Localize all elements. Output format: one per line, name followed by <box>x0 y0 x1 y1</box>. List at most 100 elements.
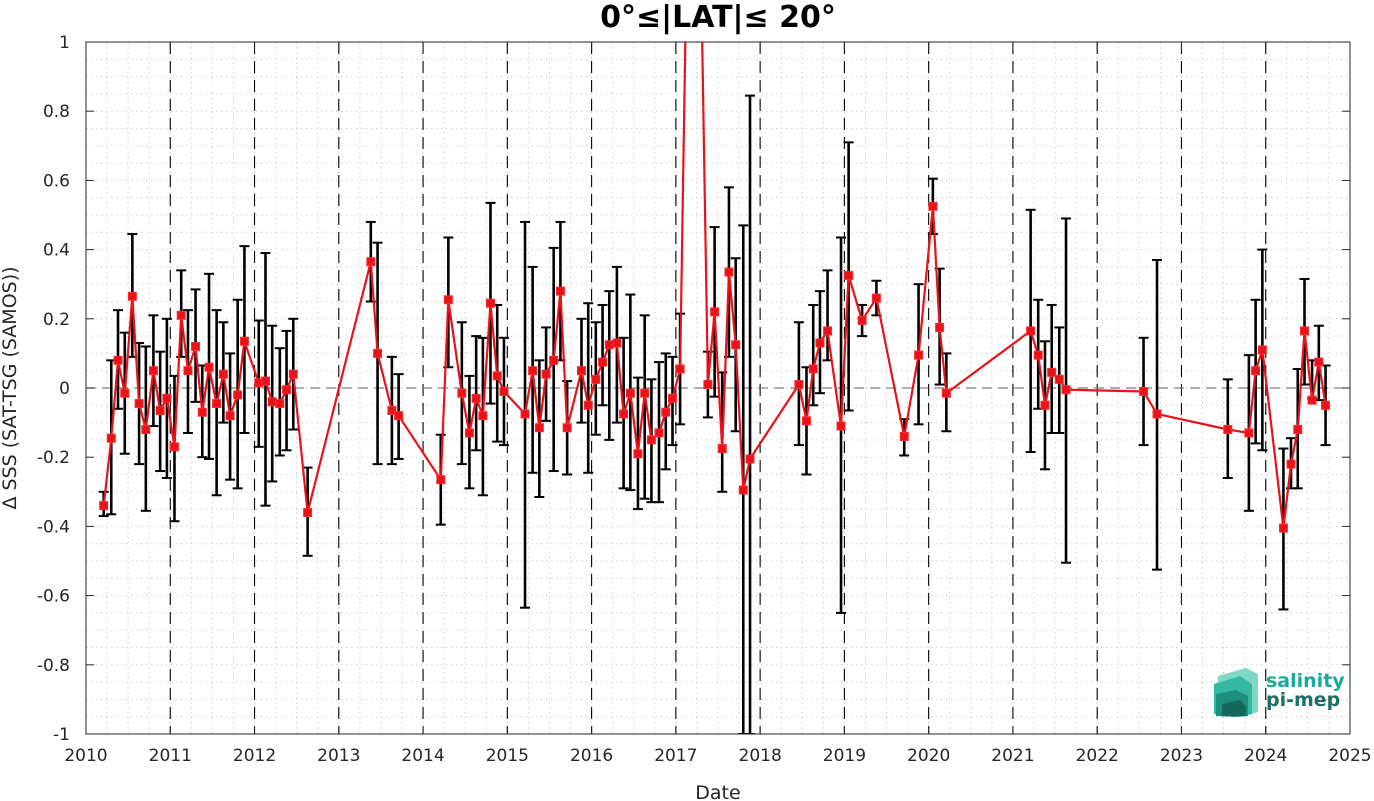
data-point-marker <box>710 307 720 317</box>
data-point-marker <box>1033 350 1043 360</box>
data-point-marker <box>1286 459 1296 469</box>
y-tick-label: -0.4 <box>37 517 70 537</box>
data-point-marker <box>471 393 481 403</box>
y-tick-label: 0.6 <box>43 171 70 191</box>
data-point-marker <box>394 411 404 421</box>
x-tick-labels: 2010 2011 2012 2013 2014 2015 2016 2017 2018 2019… <box>64 746 1371 766</box>
data-point-marker <box>928 201 938 211</box>
y-tick-label: 0.8 <box>43 102 70 122</box>
data-point-marker <box>155 405 165 415</box>
data-point-marker <box>914 350 924 360</box>
data-point-marker <box>1321 400 1331 410</box>
data-point-marker <box>667 393 677 403</box>
data-point-marker <box>176 310 186 320</box>
data-point-marker <box>598 357 608 367</box>
x-tick-label: 2018 <box>739 746 782 766</box>
x-tick-label: 2021 <box>991 746 1034 766</box>
data-point-marker <box>169 442 179 452</box>
data-point-marker <box>1047 367 1057 377</box>
data-point-marker <box>436 475 446 485</box>
y-tick-label: 0.4 <box>43 241 70 261</box>
data-point-marker <box>528 366 538 376</box>
data-point-marker <box>373 348 383 358</box>
data-point-marker <box>1278 523 1288 533</box>
data-point-marker <box>520 409 530 419</box>
x-axis-label: Date <box>695 782 740 801</box>
logo-text-salinity: salinity <box>1266 670 1345 692</box>
x-tick-label: 2022 <box>1076 746 1119 766</box>
x-tick-label: 2012 <box>233 746 276 766</box>
data-point-marker <box>212 399 222 409</box>
data-point-marker <box>457 388 467 398</box>
data-point-marker <box>640 388 650 398</box>
data-point-marker <box>464 428 474 438</box>
y-tick-label: -0.2 <box>37 448 70 468</box>
data-point-marker <box>204 362 214 372</box>
data-point-marker <box>282 385 292 395</box>
data-point-marker <box>233 390 243 400</box>
data-point-marker <box>857 316 867 326</box>
data-point-marker <box>478 411 488 421</box>
y-tick-label: -0.6 <box>37 587 70 607</box>
y-tick-label: -0.8 <box>37 656 70 676</box>
x-tick-label: 2010 <box>64 746 107 766</box>
data-point-marker <box>1257 345 1267 355</box>
salinity-pi-mep-logo: salinity pi-mep <box>1214 668 1345 717</box>
data-point-marker <box>738 485 748 495</box>
x-tick-label: 2013 <box>317 746 360 766</box>
x-tick-label: 2014 <box>401 746 444 766</box>
data-point-marker <box>801 416 811 426</box>
x-tick-label: 2019 <box>823 746 866 766</box>
data-point-marker <box>703 380 713 390</box>
y-tick-label: 0 <box>59 379 70 399</box>
data-point-marker <box>794 380 804 390</box>
data-point-marker <box>555 286 565 296</box>
data-point-marker <box>633 449 643 459</box>
data-point-marker <box>724 267 734 277</box>
x-tick-label: 2023 <box>1160 746 1203 766</box>
data-point-marker <box>576 366 586 376</box>
data-point-marker <box>899 431 909 441</box>
data-point-marker <box>612 338 622 348</box>
x-tick-label: 2025 <box>1328 746 1371 766</box>
y-tick-labels: -1 -0.8 -0.6 -0.4 -0.2 0 0.2 0.4 0.6 0.8 1 <box>37 33 70 745</box>
data-point-marker <box>534 423 544 433</box>
data-point-marker <box>141 425 151 435</box>
data-point-marker <box>745 454 755 464</box>
data-point-marker <box>288 369 298 379</box>
y-tick-label: 0.2 <box>43 310 70 330</box>
x-tick-label: 2011 <box>149 746 192 766</box>
data-point-marker <box>492 371 502 381</box>
y-tick-label: -1 <box>53 725 70 745</box>
series-markers <box>99 201 1331 533</box>
data-point-marker <box>239 336 249 346</box>
data-point-marker <box>1244 428 1254 438</box>
data-point-marker <box>1299 326 1309 336</box>
data-point-marker <box>366 257 376 267</box>
data-point-marker <box>303 508 313 518</box>
data-point-marker <box>1293 425 1303 435</box>
data-point-marker <box>654 428 664 438</box>
data-point-marker <box>823 326 833 336</box>
x-tick-label: 2020 <box>907 746 950 766</box>
data-point-marker <box>646 435 656 445</box>
data-point-marker <box>162 393 172 403</box>
data-point-marker <box>1223 425 1233 435</box>
data-point-marker <box>267 397 277 407</box>
data-point-marker <box>1152 409 1162 419</box>
data-point-marker <box>1251 366 1261 376</box>
data-point-marker <box>387 405 397 415</box>
data-point-marker <box>808 364 818 374</box>
data-point-marker <box>499 386 509 396</box>
data-point-marker <box>218 369 228 379</box>
data-point-marker <box>871 293 881 303</box>
data-point-marker <box>844 271 854 281</box>
data-point-marker <box>443 295 453 305</box>
error-bars <box>98 94 1331 734</box>
logo-waves-icon <box>1214 668 1258 717</box>
data-point-marker <box>1026 326 1036 336</box>
x-tick-label: 2024 <box>1244 746 1287 766</box>
data-point-marker <box>591 374 601 384</box>
data-point-marker <box>717 444 727 454</box>
